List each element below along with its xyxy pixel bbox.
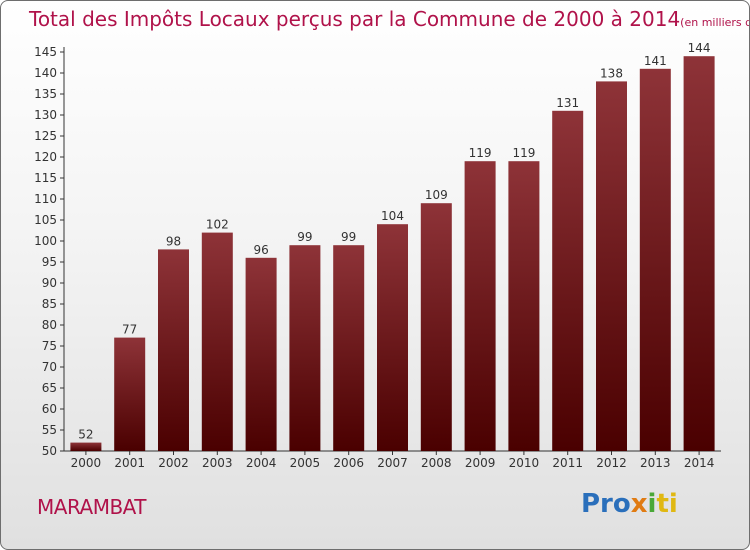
y-tick-label: 105 — [34, 213, 57, 227]
bar — [552, 110, 584, 452]
bar — [245, 257, 277, 451]
x-tick-label: 2010 — [509, 456, 540, 470]
bar — [70, 442, 102, 451]
y-axis: 50 55 60 65 70 75 80 85 90 95 100 105 110 115 120 125 13… — [34, 45, 65, 458]
x-tick-label: 2008 — [421, 456, 452, 470]
y-tick-label: 50 — [42, 444, 57, 458]
chart-subtitle: (en milliers d'€) — [680, 16, 749, 29]
y-tick-label: 55 — [42, 423, 57, 437]
data-label: 131 — [556, 96, 579, 110]
y-tick-label: 60 — [42, 402, 57, 416]
y-tick-label: 140 — [34, 66, 57, 80]
chart-title-text: Total des Impôts Locaux perçus par la Co… — [29, 7, 681, 31]
y-tick-label: 90 — [42, 276, 57, 290]
bar — [201, 232, 233, 451]
data-label: 138 — [600, 66, 623, 80]
bar — [158, 249, 189, 451]
y-tick-label: 65 — [42, 381, 57, 395]
bar — [333, 245, 365, 451]
data-labels: 52 77 98 102 96 99 99 104 109 119 119 131 138 141 144 — [78, 41, 710, 441]
x-tick-label: 2000 — [71, 456, 102, 470]
y-tick-label: 130 — [34, 108, 57, 122]
y-tick-label: 115 — [34, 171, 57, 185]
y-tick-label: 85 — [42, 297, 57, 311]
bar — [639, 68, 671, 452]
data-label: 99 — [341, 230, 356, 244]
data-label: 52 — [78, 428, 93, 442]
x-tick-label: 2006 — [333, 456, 364, 470]
logo-part-2: x — [630, 489, 648, 519]
data-label: 119 — [512, 146, 535, 160]
data-label: 104 — [381, 209, 404, 223]
logo-part-4: ti — [656, 489, 678, 519]
data-label: 144 — [688, 41, 711, 55]
y-tick-label: 145 — [34, 45, 57, 59]
x-tick-label: 2013 — [640, 456, 671, 470]
data-label: 109 — [425, 188, 448, 202]
x-tick-label: 2004 — [246, 456, 277, 470]
y-tick-label: 120 — [34, 150, 57, 164]
y-tick-label: 80 — [42, 318, 57, 332]
bar — [464, 161, 496, 451]
logo-part-3: i — [647, 489, 657, 519]
y-tick-label: 100 — [34, 234, 57, 248]
bar — [508, 161, 540, 451]
data-label: 119 — [469, 146, 492, 160]
x-tick-label: 2011 — [552, 456, 583, 470]
x-tick-label: 2005 — [290, 456, 321, 470]
bar — [289, 245, 321, 451]
x-tick-label: 2001 — [114, 456, 145, 470]
x-tick-label: 2002 — [158, 456, 189, 470]
x-tick-label: 2012 — [596, 456, 627, 470]
data-label: 99 — [297, 230, 312, 244]
y-tick-label: 75 — [42, 339, 57, 353]
logo-part-1: Pro — [581, 489, 631, 519]
y-tick-label: 70 — [42, 360, 57, 374]
bar — [114, 337, 146, 451]
bar — [420, 203, 452, 451]
data-label: 102 — [206, 218, 229, 232]
proxiti-logo[interactable]: Proxiti — [581, 489, 678, 519]
commune-name: MARAMBAT — [37, 495, 147, 519]
x-tick-label: 2009 — [465, 456, 496, 470]
y-tick-label: 125 — [34, 129, 57, 143]
data-label: 141 — [644, 54, 667, 68]
data-label: 96 — [253, 243, 268, 257]
x-tick-label: 2007 — [377, 456, 408, 470]
x-tick-label: 2014 — [684, 456, 715, 470]
x-axis: 2000 2001 2002 2003 2004 2005 2006 2007 2008 2009… — [64, 450, 721, 470]
data-label: 98 — [166, 234, 181, 248]
x-tick-label: 2003 — [202, 456, 233, 470]
bars — [70, 56, 715, 452]
bar — [596, 81, 627, 452]
bar — [683, 56, 715, 451]
y-tick-label: 95 — [42, 255, 57, 269]
y-tick-label: 135 — [34, 87, 57, 101]
data-label: 77 — [122, 323, 137, 337]
bar — [377, 224, 408, 451]
chart-title: Total des Impôts Locaux perçus par la Co… — [29, 7, 749, 31]
y-tick-label: 110 — [34, 192, 57, 206]
